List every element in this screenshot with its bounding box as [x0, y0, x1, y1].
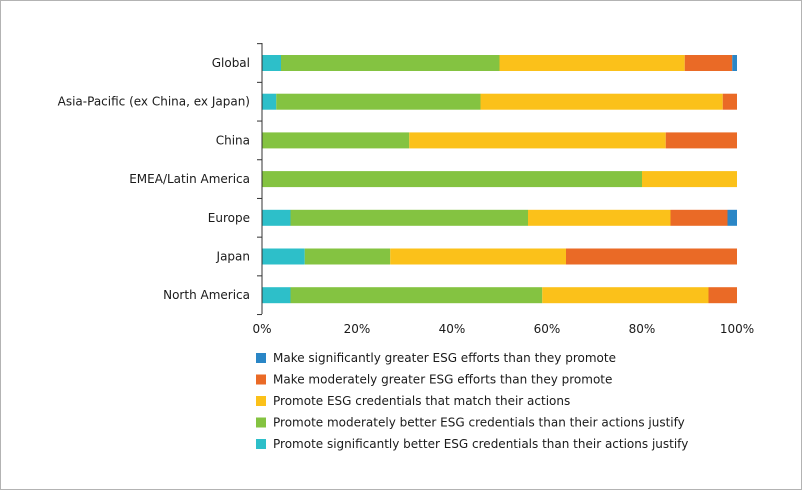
category-label: China [216, 133, 250, 147]
bar-segment [542, 287, 709, 304]
bar-segment [276, 93, 481, 110]
bar-segment [262, 171, 642, 188]
bar-segment [528, 209, 671, 226]
bar-segment [304, 248, 391, 265]
bar-segment [262, 132, 410, 149]
legend-swatch [256, 396, 266, 406]
x-tick-label: 60% [534, 322, 561, 336]
bar-segment [665, 132, 737, 149]
legend-label: Promote moderately better ESG credential… [273, 416, 685, 430]
bar-segment [480, 93, 723, 110]
bar-segment [499, 55, 685, 71]
bar-segment [290, 209, 528, 226]
legend-swatch [256, 439, 266, 449]
bar-segment [262, 248, 305, 265]
bar-segment [262, 209, 291, 226]
bar-segment [281, 55, 500, 71]
bar-segment [262, 55, 281, 71]
legend-swatch [256, 353, 266, 363]
bar-segment [670, 209, 728, 226]
bar-segment [722, 93, 737, 110]
bars-layer [262, 55, 737, 304]
bar-segment [262, 93, 277, 110]
legend-label: Promote significantly better ESG credent… [273, 437, 688, 451]
legend-label: Make moderately greater ESG efforts than… [273, 373, 612, 387]
category-label: North America [163, 288, 250, 302]
bar-segment [390, 248, 566, 265]
bar-segment [642, 171, 737, 188]
bar-segment [732, 55, 737, 71]
x-tick-label: 80% [629, 322, 656, 336]
category-label: Japan [216, 250, 250, 264]
bar-segment [684, 55, 733, 71]
x-tick-label: 100% [720, 322, 754, 336]
legend-swatch [256, 374, 266, 385]
category-label: Asia-Pacific (ex China, ex Japan) [58, 95, 250, 109]
bar-segment [708, 287, 737, 304]
legend: Make significantly greater ESG efforts t… [256, 351, 688, 451]
legend-label: Make significantly greater ESG efforts t… [273, 351, 616, 365]
x-tick-label: 0% [252, 322, 271, 336]
bar-segment [409, 132, 666, 149]
bar-segment [290, 287, 543, 304]
legend-label: Promote ESG credentials that match their… [273, 394, 570, 408]
category-label: Global [212, 56, 250, 70]
x-tick-label: 40% [439, 322, 466, 336]
category-label: Europe [208, 211, 250, 225]
category-label: EMEA/Latin America [129, 172, 250, 186]
bar-segment [727, 209, 737, 226]
bar-segment [262, 287, 291, 304]
axes-layer: Global Asia-Pacific (ex China, ex Japan) C… [58, 43, 754, 336]
bar-segment [566, 248, 737, 265]
x-tick-label: 20% [344, 322, 371, 336]
legend-swatch [256, 417, 266, 428]
